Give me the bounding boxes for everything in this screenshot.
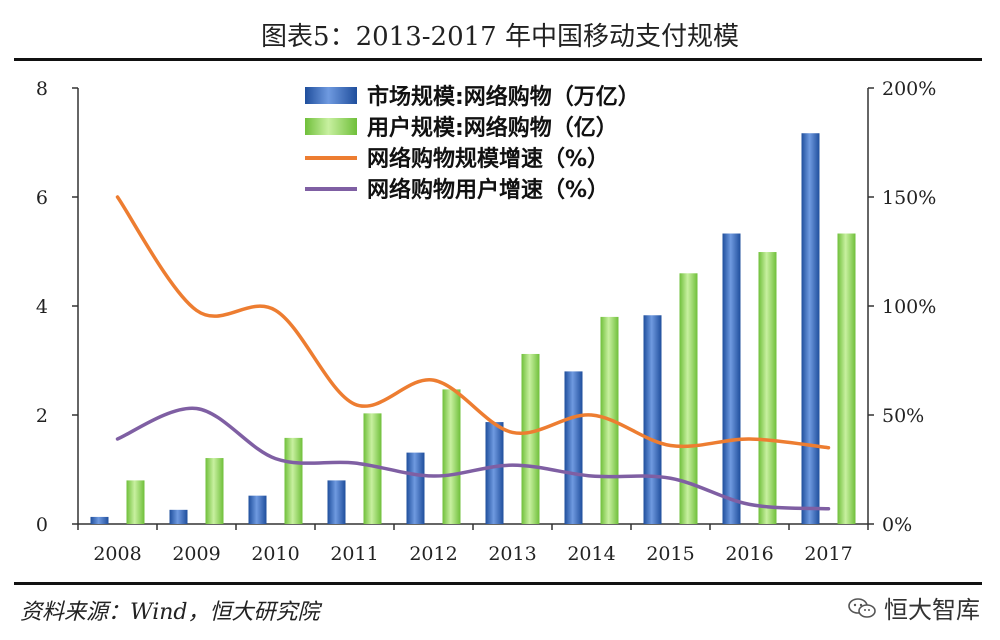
x-tick-label: 2008	[93, 543, 141, 565]
legend-label: 网络购物用户增速（%）	[367, 177, 609, 203]
left-tick-label: 4	[36, 296, 48, 318]
source-note: 资料来源：Wind，恒大研究院	[20, 600, 320, 625]
legend-label: 网络购物规模增速（%）	[367, 146, 609, 172]
right-tick-label: 200%	[882, 78, 936, 100]
right-tick-label: 0%	[882, 514, 912, 536]
bar-user-size	[442, 389, 461, 524]
watermark-text: 恒大智库	[884, 596, 980, 624]
bar-market-size	[485, 422, 504, 524]
bar-market-size	[90, 516, 109, 524]
bar-market-size	[327, 480, 346, 524]
left-tick-label: 2	[36, 405, 48, 427]
top-rule	[14, 58, 982, 61]
x-tick-label: 2014	[567, 543, 615, 565]
legend: 市场规模:网络购物（万亿） 用户规模:网络购物（亿） 网络购物规模增速（%） 网络购物…	[305, 84, 640, 203]
bar-user-size	[758, 252, 777, 525]
bar-user-size	[837, 233, 856, 524]
bar-market-size	[406, 452, 425, 524]
line-market-growth	[115, 195, 831, 450]
x-tick-label: 2015	[646, 543, 694, 565]
x-tick-label: 2012	[409, 543, 457, 565]
right-tick-label: 150%	[882, 187, 936, 209]
lines	[115, 195, 831, 511]
bar-market-size	[169, 509, 188, 524]
bar-market-size	[722, 233, 741, 524]
x-tick-label: 2016	[725, 543, 773, 565]
right-tick-label: 100%	[882, 296, 936, 318]
legend-swatch	[305, 87, 357, 104]
bars	[90, 133, 856, 525]
left-tick-label: 8	[36, 78, 48, 100]
bar-user-size	[363, 413, 382, 524]
bar-user-size	[126, 480, 145, 524]
bar-user-size	[679, 273, 698, 524]
left-tick-label: 6	[36, 187, 48, 209]
wechat-icon	[848, 597, 876, 618]
bar-user-size	[205, 458, 224, 524]
x-tick-label: 2013	[488, 543, 536, 565]
bar-user-size	[284, 437, 303, 524]
line-user-growth	[115, 406, 831, 511]
right-tick-label: 50%	[882, 405, 924, 427]
watermark: 恒大智库	[848, 590, 980, 625]
x-tick-label: 2010	[251, 543, 299, 565]
legend-label: 市场规模:网络购物（万亿）	[367, 84, 640, 110]
bar-market-size	[248, 495, 267, 524]
bar-market-size	[801, 133, 820, 525]
bar-market-size	[564, 371, 583, 524]
chart-title: 图表5：2013-2017 年中国移动支付规模	[261, 22, 739, 52]
bar-user-size	[521, 353, 540, 524]
bottom-rule	[14, 582, 982, 585]
left-tick-label: 0	[36, 514, 48, 536]
x-tick-label: 2011	[330, 543, 378, 565]
x-tick-label: 2017	[804, 543, 852, 565]
legend-label: 用户规模:网络购物（亿）	[367, 115, 618, 141]
legend-swatch	[305, 118, 357, 135]
bar-market-size	[643, 315, 662, 524]
x-tick-label: 2009	[172, 543, 220, 565]
